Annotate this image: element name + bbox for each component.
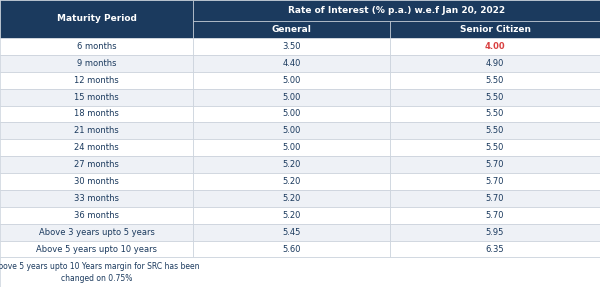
Bar: [0, 0, 193, 38]
Text: 5.00: 5.00: [283, 93, 301, 102]
Text: 5.00: 5.00: [283, 126, 301, 135]
Bar: [0, 257, 600, 287]
Bar: [390, 139, 600, 156]
Bar: [193, 21, 390, 38]
Text: 5.00: 5.00: [283, 109, 301, 119]
Bar: [193, 106, 390, 122]
Text: 18 months: 18 months: [74, 109, 119, 119]
Bar: [0, 122, 193, 139]
Text: 5.50: 5.50: [486, 143, 504, 152]
Bar: [193, 224, 390, 241]
Text: 6.35: 6.35: [485, 245, 505, 253]
Text: 5.50: 5.50: [486, 76, 504, 85]
Text: 4.00: 4.00: [485, 42, 505, 51]
Text: 5.70: 5.70: [486, 194, 504, 203]
Text: Maturity Period: Maturity Period: [56, 14, 136, 24]
Text: 5.70: 5.70: [486, 160, 504, 169]
Text: 5.45: 5.45: [283, 228, 301, 237]
Bar: [193, 190, 390, 207]
Text: 27 months: 27 months: [74, 160, 119, 169]
Bar: [390, 106, 600, 122]
Text: Above 5 years upto 10 years: Above 5 years upto 10 years: [36, 245, 157, 253]
Bar: [0, 55, 193, 72]
Text: 5.20: 5.20: [283, 177, 301, 186]
Text: 5.70: 5.70: [486, 211, 504, 220]
Text: 5.00: 5.00: [283, 76, 301, 85]
Bar: [193, 139, 390, 156]
Text: 33 months: 33 months: [74, 194, 119, 203]
Text: 5.20: 5.20: [283, 194, 301, 203]
Bar: [0, 72, 193, 89]
Bar: [390, 21, 600, 38]
Bar: [390, 89, 600, 106]
Text: 12 months: 12 months: [74, 76, 119, 85]
Bar: [390, 72, 600, 89]
Bar: [193, 241, 390, 257]
Bar: [390, 122, 600, 139]
Bar: [0, 156, 193, 173]
Bar: [390, 55, 600, 72]
Text: 5.20: 5.20: [283, 160, 301, 169]
Text: 5.60: 5.60: [282, 245, 301, 253]
Bar: [0, 190, 193, 207]
Bar: [390, 38, 600, 55]
Text: Above 3 years upto 5 years: Above 3 years upto 5 years: [38, 228, 154, 237]
Bar: [0, 241, 193, 257]
Text: 5.95: 5.95: [486, 228, 504, 237]
Bar: [0, 89, 193, 106]
Text: 5.70: 5.70: [486, 177, 504, 186]
Bar: [390, 190, 600, 207]
Bar: [390, 241, 600, 257]
Bar: [193, 156, 390, 173]
Bar: [0, 38, 193, 55]
Text: 5.20: 5.20: [283, 211, 301, 220]
Text: 5.50: 5.50: [486, 109, 504, 119]
Bar: [193, 89, 390, 106]
Text: 5.50: 5.50: [486, 93, 504, 102]
Bar: [0, 207, 193, 224]
Bar: [390, 173, 600, 190]
Bar: [390, 224, 600, 241]
Bar: [193, 122, 390, 139]
Bar: [193, 72, 390, 89]
Text: Above 5 years upto 10 Years margin for SRC has been
changed on 0.75%: Above 5 years upto 10 Years margin for S…: [0, 262, 200, 283]
Bar: [193, 0, 600, 21]
Text: 36 months: 36 months: [74, 211, 119, 220]
Bar: [0, 139, 193, 156]
Text: 30 months: 30 months: [74, 177, 119, 186]
Bar: [193, 55, 390, 72]
Text: 4.90: 4.90: [486, 59, 504, 68]
Bar: [390, 207, 600, 224]
Bar: [390, 156, 600, 173]
Text: 4.40: 4.40: [283, 59, 301, 68]
Bar: [193, 173, 390, 190]
Text: General: General: [272, 25, 311, 34]
Text: 5.00: 5.00: [283, 143, 301, 152]
Bar: [193, 207, 390, 224]
Text: 21 months: 21 months: [74, 126, 119, 135]
Text: 9 months: 9 months: [77, 59, 116, 68]
Text: 5.50: 5.50: [486, 126, 504, 135]
Text: Rate of Interest (% p.a.) w.e.f Jan 20, 2022: Rate of Interest (% p.a.) w.e.f Jan 20, …: [288, 6, 505, 15]
Bar: [193, 38, 390, 55]
Text: 3.50: 3.50: [282, 42, 301, 51]
Bar: [0, 106, 193, 122]
Bar: [0, 224, 193, 241]
Text: 15 months: 15 months: [74, 93, 119, 102]
Text: 24 months: 24 months: [74, 143, 119, 152]
Bar: [0, 173, 193, 190]
Text: 6 months: 6 months: [77, 42, 116, 51]
Text: Senior Citizen: Senior Citizen: [460, 25, 530, 34]
